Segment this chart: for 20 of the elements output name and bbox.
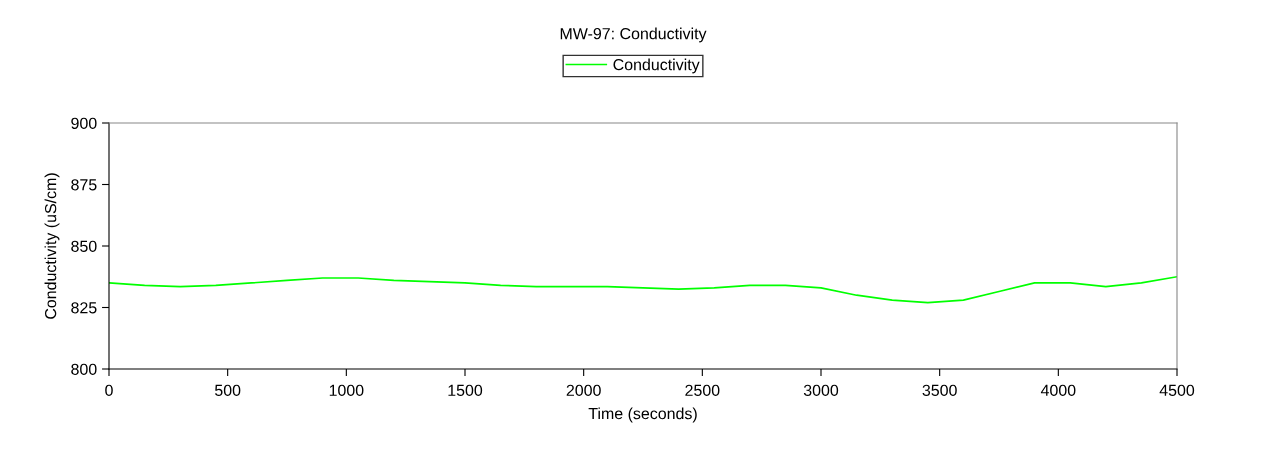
y-tick-label: 900 (71, 117, 97, 129)
x-tick-label: 1000 (329, 384, 364, 397)
legend-label: Conductivity (613, 58, 700, 74)
y-tick-label: 850 (71, 240, 97, 252)
x-tick-label: 3500 (922, 384, 957, 397)
x-tick-label: 0 (105, 384, 113, 397)
chart-title: MW-97: Conductivity (560, 27, 707, 43)
y-tick-label: 825 (71, 302, 97, 314)
line-series (109, 275, 1177, 304)
x-tick-label: 4000 (1040, 384, 1076, 397)
y-tick-label: 875 (71, 179, 97, 191)
x-tick-label: 3000 (803, 384, 839, 397)
x-axis-title: Time (seconds) (588, 407, 697, 423)
x-tick-label: 4500 (1159, 384, 1195, 397)
x-tick-label: 1500 (448, 384, 483, 397)
y-tick-label: 800 (71, 363, 97, 375)
x-tick-label: 500 (214, 384, 241, 397)
y-axis-title: Conductivity (uS/cm) (44, 173, 60, 319)
x-tick-label: 2000 (566, 384, 601, 397)
x-tick-label: 2500 (685, 384, 720, 397)
